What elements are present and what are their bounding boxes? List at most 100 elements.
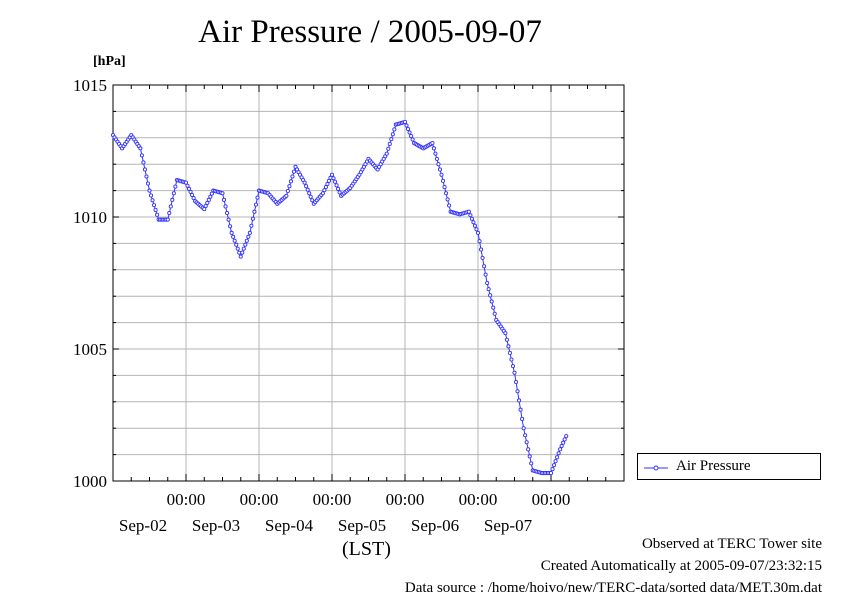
data-point — [477, 239, 482, 244]
data-point — [392, 127, 397, 132]
data-point — [153, 207, 158, 213]
data-point — [410, 137, 415, 142]
legend-label: Air Pressure — [676, 458, 751, 474]
data-point — [387, 141, 392, 147]
data-point — [523, 433, 528, 438]
data-point — [202, 207, 207, 212]
data-point — [558, 447, 563, 452]
data-point — [386, 146, 391, 151]
data-point — [206, 197, 211, 202]
x-date-label: Sep-02 — [119, 516, 167, 535]
data-point — [225, 210, 230, 216]
data-point — [409, 133, 414, 139]
data-point — [555, 455, 560, 460]
data-point — [152, 203, 157, 208]
grid-lines — [113, 85, 624, 481]
series-air-pressure — [110, 119, 569, 476]
data-point — [550, 467, 555, 472]
data-point — [147, 188, 152, 193]
data-point — [173, 184, 178, 189]
data-point — [434, 156, 439, 161]
data-point — [433, 151, 438, 156]
data-point — [235, 246, 240, 251]
data-point — [165, 217, 170, 222]
data-point — [469, 216, 474, 221]
data-point — [170, 197, 175, 202]
data-point — [404, 123, 409, 128]
data-point — [562, 437, 567, 442]
footer-source: Data source : /home/hoivo/new/TERC-data/… — [404, 580, 822, 596]
data-point — [232, 238, 237, 243]
data-point — [190, 192, 195, 198]
data-point — [229, 230, 234, 235]
data-point — [243, 242, 248, 247]
data-point — [507, 350, 512, 356]
data-point — [171, 191, 176, 196]
data-point — [475, 230, 481, 235]
data-point — [249, 223, 254, 228]
data-point — [244, 238, 249, 243]
x-date-label: Sep-06 — [411, 516, 459, 535]
y-axis-unit: [hPa] — [93, 54, 126, 69]
data-point — [440, 178, 446, 183]
x-axis-label: (LST) — [342, 538, 391, 560]
data-point — [556, 451, 561, 456]
data-point — [472, 223, 478, 228]
x-date-label: Sep-03 — [192, 516, 240, 535]
data-point — [234, 242, 239, 247]
x-date-label: Sep-07 — [484, 516, 533, 535]
data-point — [524, 440, 529, 445]
data-point — [442, 185, 447, 190]
data-point — [183, 180, 189, 185]
data-point — [482, 264, 487, 269]
data-point — [518, 407, 523, 412]
data-point — [246, 234, 251, 239]
y-tick-label: 1010 — [73, 208, 107, 227]
x-time-label: 00:00 — [459, 490, 498, 509]
data-point — [167, 210, 172, 216]
data-point — [468, 213, 473, 218]
x-time-label: 00:00 — [386, 490, 425, 509]
data-point — [191, 196, 196, 201]
data-point — [492, 311, 497, 316]
data-point — [252, 209, 257, 214]
data-point — [551, 463, 557, 468]
legend: Air Pressure — [637, 453, 821, 480]
axis-ticks — [113, 84, 624, 482]
data-point — [529, 461, 534, 466]
data-point — [250, 216, 255, 221]
footer-created: Created Automatically at 2005-09-07/23:3… — [540, 558, 822, 574]
data-point — [255, 195, 260, 200]
data-point — [241, 246, 246, 251]
data-point — [471, 220, 476, 225]
data-point — [513, 379, 519, 385]
data-point — [561, 440, 566, 445]
data-point — [389, 137, 394, 142]
data-point — [504, 337, 509, 342]
data-point — [526, 447, 531, 452]
data-point — [483, 272, 488, 277]
data-point — [310, 198, 315, 203]
data-point — [304, 184, 309, 189]
plot-frame — [112, 84, 625, 482]
data-point — [548, 471, 554, 476]
data-point — [564, 434, 569, 439]
data-point — [253, 202, 259, 207]
data-point — [486, 287, 491, 292]
chart-title: Air Pressure / 2005-09-07 — [198, 14, 542, 50]
data-point — [337, 190, 342, 195]
data-point — [509, 357, 514, 362]
data-point — [290, 174, 295, 179]
data-point — [527, 454, 532, 459]
data-point — [329, 172, 335, 177]
data-point — [145, 181, 151, 186]
data-point — [512, 370, 517, 375]
x-time-label: 00:00 — [240, 490, 279, 509]
data-point — [325, 181, 330, 187]
data-point — [221, 197, 227, 202]
data-point — [402, 119, 408, 125]
data-point — [138, 146, 143, 151]
data-point — [447, 203, 452, 208]
data-point — [231, 234, 236, 239]
